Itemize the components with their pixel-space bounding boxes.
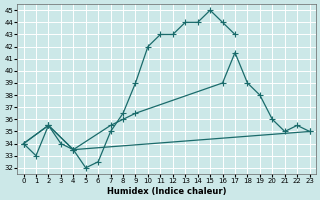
X-axis label: Humidex (Indice chaleur): Humidex (Indice chaleur) [107,187,226,196]
